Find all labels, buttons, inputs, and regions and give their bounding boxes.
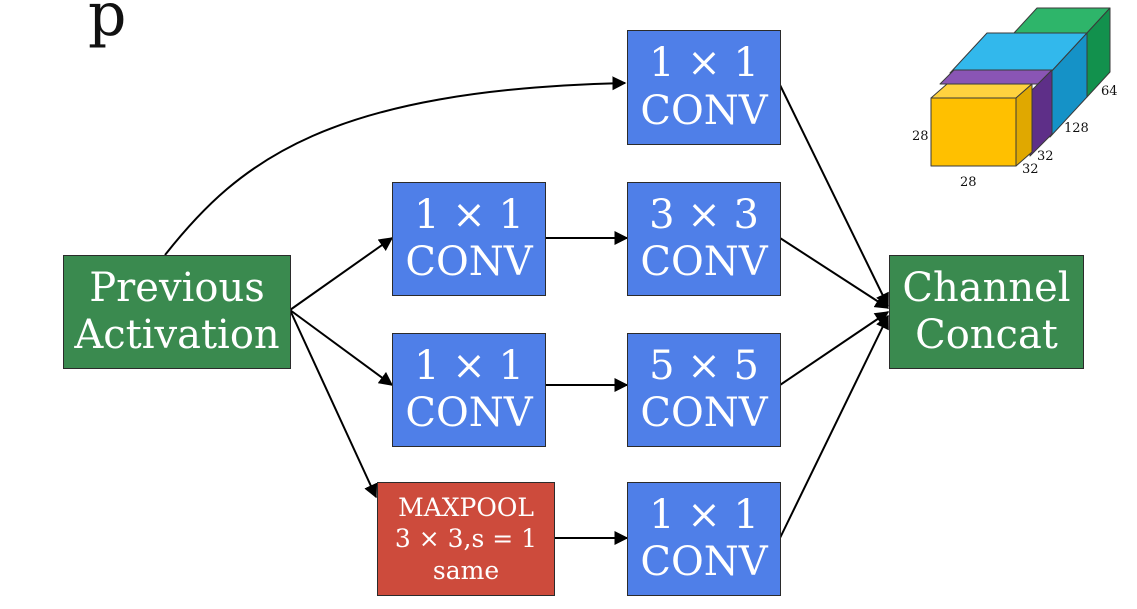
conv-1x1-branch3: 1 × 1 CONV: [392, 333, 546, 447]
conv-1x1-top: 1 × 1 CONV: [627, 30, 781, 145]
arrow-b1-to-concat: [779, 84, 889, 308]
volume-depth-purple-label: 32: [1037, 149, 1054, 164]
conv-1x1-bottom: 1 × 1 CONV: [627, 482, 781, 596]
maxpool-box: MAXPOOL 3 × 3,s = 1 same: [377, 482, 555, 596]
previous-activation-box: Previous Activation: [63, 255, 291, 369]
channel-concat-box: Channel Concat: [889, 255, 1084, 369]
concat-label-line1: Channel: [902, 264, 1071, 311]
conv-5x5-kernel: 5 × 5: [649, 342, 759, 389]
volume-yellow-side: [1015, 83, 1033, 167]
cropped-title-glyph: p: [88, 0, 127, 50]
conv-1x1-branch3-kernel: 1 × 1: [414, 342, 524, 389]
concat-label-line2: Concat: [915, 312, 1058, 358]
conv-1x1-branch2-kernel: 1 × 1: [414, 191, 524, 238]
volume-depth-blue-label: 128: [1064, 121, 1089, 136]
previous-label-line2: Activation: [74, 312, 280, 358]
volume-height-label: 28: [912, 129, 929, 144]
conv-5x5-label: CONV: [640, 390, 768, 436]
conv-5x5: 5 × 5 CONV: [627, 333, 781, 447]
conv-3x3: 3 × 3 CONV: [627, 182, 781, 296]
conv-1x1-top-label: CONV: [640, 87, 768, 134]
conv-1x1-top-kernel: 1 × 1: [649, 40, 759, 87]
arrow-b3b-to-concat: [779, 311, 890, 386]
volume-yellow-front: [930, 97, 1017, 167]
conv-1x1-bottom-kernel: 1 × 1: [649, 491, 759, 538]
previous-label-line1: Previous: [89, 264, 265, 311]
conv-3x3-label: CONV: [640, 239, 768, 285]
arrow-b2b-to-concat: [779, 237, 890, 309]
conv-1x1-branch2: 1 × 1 CONV: [392, 182, 546, 296]
conv-3x3-kernel: 3 × 3: [649, 191, 759, 238]
volume-width-label: 28: [960, 175, 977, 190]
maxpool-padding: same: [432, 555, 500, 585]
arrow-b4-to-concat: [779, 314, 889, 539]
arrow-prev-to-top-conv: [164, 76, 627, 256]
arrow-prev-to-b3a: [289, 309, 394, 386]
conv-1x1-branch2-label: CONV: [405, 239, 533, 285]
volume-depth-green-label: 64: [1101, 84, 1118, 99]
conv-1x1-branch3-label: CONV: [405, 390, 533, 436]
maxpool-params: 3 × 3,s = 1: [394, 524, 538, 554]
arrow-prev-to-b2a: [289, 237, 394, 311]
arrow-prev-to-pool: [289, 309, 378, 499]
volume-yellow-top: [930, 83, 1033, 99]
conv-1x1-bottom-label: CONV: [640, 539, 768, 585]
volume-depth-yellow-label: 32: [1022, 162, 1039, 177]
volume-purple-top: [939, 69, 1053, 85]
maxpool-label: MAXPOOL: [398, 493, 534, 523]
